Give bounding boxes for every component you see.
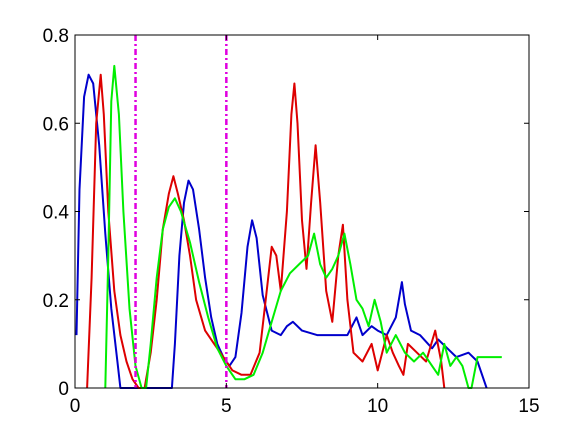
x-tick-label: 15 <box>518 396 539 417</box>
series-line-2 <box>86 73 446 389</box>
series-layer <box>75 64 502 389</box>
y-tick-label: 0.6 <box>43 114 69 135</box>
series-line-3 <box>104 64 502 389</box>
y-tick-label: 0 <box>58 379 69 400</box>
x-tick-label: 5 <box>221 396 232 417</box>
x-tick-label: 0 <box>70 396 81 417</box>
y-tick-label: 0.8 <box>43 26 69 47</box>
series-line-1 <box>75 73 488 389</box>
tick-marks <box>74 34 530 389</box>
tick-labels: 0 5 10 15 0 0.2 0.4 0.6 0.8 <box>43 26 540 417</box>
y-tick-label: 0.4 <box>43 203 70 224</box>
vertical-markers <box>134 35 228 388</box>
y-tick-label: 0.2 <box>43 291 69 312</box>
x-tick-label: 10 <box>367 396 388 417</box>
